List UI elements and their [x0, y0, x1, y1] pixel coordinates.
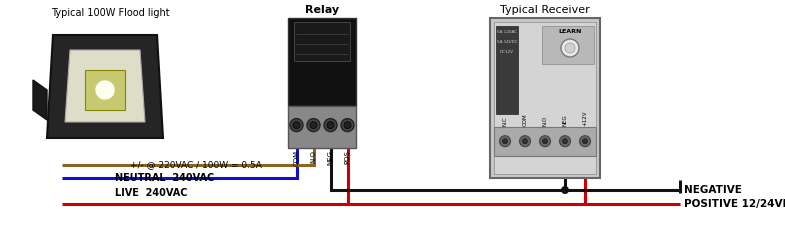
Text: 5A 120AC: 5A 120AC [497, 30, 517, 34]
Text: POSITIVE 12/24VDC: POSITIVE 12/24VDC [684, 199, 785, 209]
FancyBboxPatch shape [288, 106, 356, 148]
Circle shape [327, 122, 334, 129]
Circle shape [307, 119, 320, 132]
Text: N.C: N.C [502, 116, 507, 126]
Bar [85, 70, 125, 110]
Text: NEGATIVE: NEGATIVE [684, 185, 742, 195]
Circle shape [324, 119, 337, 132]
Text: Typical Receiver: Typical Receiver [500, 5, 590, 15]
Circle shape [539, 136, 550, 147]
Circle shape [341, 119, 354, 132]
Text: NEG: NEG [563, 114, 568, 126]
Circle shape [502, 139, 507, 144]
Circle shape [565, 43, 575, 53]
Circle shape [499, 136, 510, 147]
FancyBboxPatch shape [494, 22, 596, 174]
FancyBboxPatch shape [490, 18, 600, 178]
Circle shape [560, 136, 571, 147]
Circle shape [293, 122, 300, 129]
Circle shape [310, 122, 317, 129]
Text: +12V: +12V [582, 110, 587, 126]
Text: NEG: NEG [327, 150, 334, 165]
FancyBboxPatch shape [494, 127, 596, 156]
Circle shape [579, 136, 590, 147]
Circle shape [520, 136, 531, 147]
Circle shape [290, 119, 303, 132]
Text: POS: POS [345, 150, 350, 164]
Text: LIVE  240VAC: LIVE 240VAC [115, 188, 188, 198]
FancyBboxPatch shape [294, 22, 350, 61]
Circle shape [523, 139, 528, 144]
Text: +/- @ 220VAC / 100W = 0.5A: +/- @ 220VAC / 100W = 0.5A [130, 160, 262, 169]
Text: Relay: Relay [305, 5, 339, 15]
Text: COM: COM [294, 150, 300, 166]
Text: NEUTRAL  240VAC: NEUTRAL 240VAC [115, 173, 214, 183]
Circle shape [542, 139, 547, 144]
Text: LEARN: LEARN [558, 29, 582, 34]
Polygon shape [33, 80, 47, 120]
FancyBboxPatch shape [542, 26, 594, 64]
FancyBboxPatch shape [496, 26, 518, 114]
Text: Typical 100W Flood light: Typical 100W Flood light [51, 8, 170, 18]
Circle shape [582, 139, 587, 144]
Circle shape [563, 139, 568, 144]
Text: N.O: N.O [311, 150, 316, 163]
Circle shape [344, 122, 351, 129]
Circle shape [561, 39, 579, 57]
Polygon shape [65, 50, 145, 122]
Polygon shape [47, 35, 163, 138]
FancyBboxPatch shape [288, 18, 356, 106]
Text: N.O: N.O [542, 116, 547, 126]
Text: 5A 14VDC: 5A 14VDC [497, 40, 517, 44]
Circle shape [95, 80, 115, 100]
Text: DC12V: DC12V [500, 50, 514, 54]
Text: COM: COM [523, 113, 528, 126]
Circle shape [561, 186, 569, 194]
